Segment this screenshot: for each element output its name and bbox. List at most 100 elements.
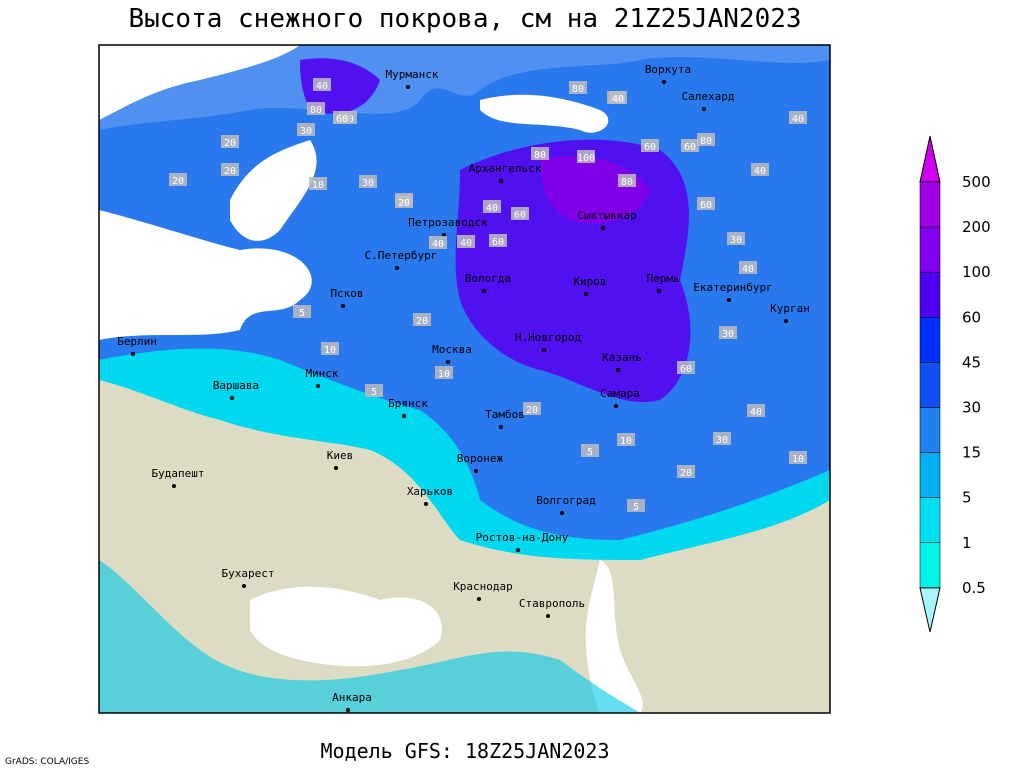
contour-label: 5 xyxy=(633,502,639,513)
contour-label-box xyxy=(365,384,383,397)
contour-label-box xyxy=(727,232,745,245)
contour-label: 60 xyxy=(336,114,348,125)
city-dot xyxy=(474,469,478,473)
contour-label: 5 xyxy=(371,387,377,398)
city-dot xyxy=(657,289,661,293)
contour-label-box xyxy=(681,139,699,152)
colorbar-cell xyxy=(919,226,941,273)
city-dot xyxy=(446,360,450,364)
city-dot xyxy=(482,289,486,293)
colorbar-cell xyxy=(919,542,941,589)
city-label: Псков xyxy=(330,287,363,300)
contour-label-box xyxy=(609,91,627,104)
city-label: Казань xyxy=(602,351,642,364)
contour-label-box xyxy=(617,433,635,446)
contour-label-box xyxy=(483,200,501,213)
colorbar-label: 500 xyxy=(962,173,991,191)
contour-label: 100 xyxy=(577,153,595,164)
contour-label-box xyxy=(531,147,549,160)
contour-label-box xyxy=(789,111,807,124)
contour-label: 60 xyxy=(492,237,504,248)
city-dot xyxy=(614,404,618,408)
contour-label-box xyxy=(677,465,695,478)
contour-label-box xyxy=(719,326,737,339)
city-label: Берлин xyxy=(117,335,157,348)
contour-label: 40 xyxy=(432,239,444,250)
contour-label-box xyxy=(581,444,599,457)
contour-label: 40 xyxy=(316,81,328,92)
contour-label-box xyxy=(489,234,507,247)
city-dot xyxy=(601,226,605,230)
contour-label: 5 xyxy=(587,447,593,458)
model-label: Модель GFS: 18Z25JAN2023 xyxy=(321,739,610,763)
contour-label: 10 xyxy=(792,454,804,465)
colorbar-cell xyxy=(919,181,941,228)
contour-label-box xyxy=(627,499,645,512)
contour-label: 5 xyxy=(299,308,305,319)
city-dot xyxy=(542,348,546,352)
city-label: Мурманск xyxy=(386,68,439,81)
colorbar-cell xyxy=(919,497,941,544)
city-dot xyxy=(516,548,520,552)
contour-label-box xyxy=(293,305,311,318)
contour-label-box xyxy=(307,102,325,115)
contour-label: 40 xyxy=(754,166,766,177)
contour-label: 80 xyxy=(572,84,584,95)
city-label: Киров xyxy=(573,275,606,288)
contour-label: 20 xyxy=(680,468,692,479)
city-dot xyxy=(131,352,135,356)
contour-label: 80 xyxy=(700,136,712,147)
colorbar-label: 1 xyxy=(962,534,972,552)
city-dot xyxy=(316,384,320,388)
contour-label-box xyxy=(577,150,595,163)
contour-label: 60 xyxy=(514,210,526,221)
city-label: Воркута xyxy=(645,63,691,76)
title: Высота снежного покрова, см на 21Z25JAN2… xyxy=(128,4,801,34)
city-dot xyxy=(499,179,503,183)
contour-label: 40 xyxy=(486,203,498,214)
city-label: Ростов-на-Дону xyxy=(476,531,569,544)
contour-label: 30 xyxy=(362,178,374,189)
contour-label-box xyxy=(697,197,715,210)
city-dot xyxy=(727,298,731,302)
contour-label: 40 xyxy=(750,407,762,418)
contour-label-box xyxy=(429,236,447,249)
city-label: Волгоград xyxy=(536,494,596,507)
city-dot xyxy=(334,466,338,470)
colorbar-label: 100 xyxy=(962,263,991,281)
contour-label-box xyxy=(789,451,807,464)
colorbar-cell xyxy=(919,362,941,408)
colorbar-bottom xyxy=(919,587,941,633)
city-label: Будапешт xyxy=(152,467,205,480)
contour-label: 60 xyxy=(644,142,656,153)
city-dot xyxy=(784,319,788,323)
city-label: Екатеринбург xyxy=(693,281,772,294)
colorbar-cell xyxy=(919,407,941,453)
contour-label: 10 xyxy=(324,345,336,356)
city-label: Воронеж xyxy=(457,452,504,465)
contour-label: 10 xyxy=(438,369,450,380)
city-label: С.Петербург xyxy=(365,249,438,262)
contour-label: 20 xyxy=(172,176,184,187)
contour-label-box xyxy=(713,432,731,445)
colorbar-label: 45 xyxy=(962,353,981,371)
city-label: Анкара xyxy=(332,691,372,704)
city-label: Харьков xyxy=(407,485,453,498)
city-dot xyxy=(560,511,564,515)
contour-label: 30 xyxy=(730,235,742,246)
contour-label: 40 xyxy=(612,94,624,105)
contour-label-box xyxy=(321,342,339,355)
contour-label: 60 xyxy=(680,364,692,375)
city-dot xyxy=(406,85,410,89)
contour-label-box xyxy=(739,261,757,274)
city-dot xyxy=(584,292,588,296)
colorbar-top xyxy=(919,135,941,183)
city-label: Краснодар xyxy=(453,580,513,593)
map: Мурманск Воркута Салехард Архангельск Сыктыв… xyxy=(98,44,831,714)
city-label: Самара xyxy=(600,387,640,400)
contour-label-box xyxy=(697,133,715,146)
contour-label-box xyxy=(297,123,315,136)
city-dot xyxy=(402,414,406,418)
colorbar-cell xyxy=(919,271,941,318)
contour-label: 20 xyxy=(224,138,236,149)
